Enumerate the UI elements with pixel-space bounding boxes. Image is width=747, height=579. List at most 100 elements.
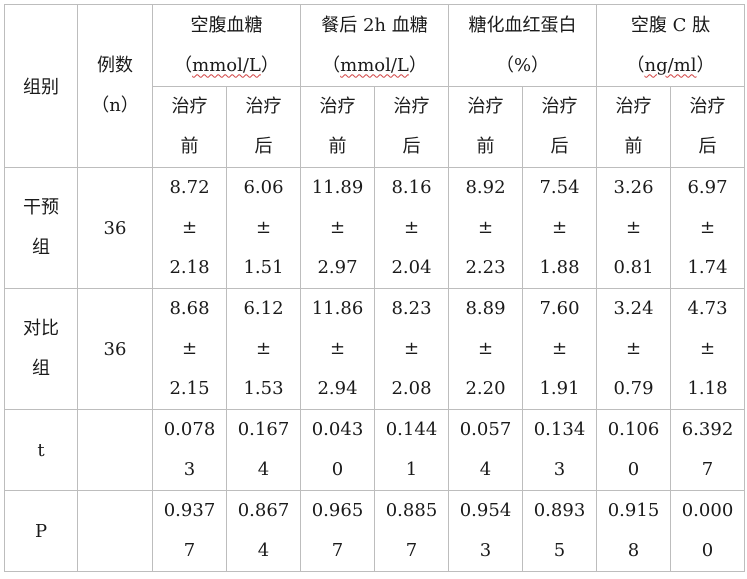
phase-before-header: 治疗前 (152, 86, 227, 168)
cell-line: 3 (553, 459, 566, 480)
stat-label: P (4, 490, 78, 572)
stat-cell: 0.057 4 (448, 409, 523, 491)
value-cell: 3.24 ±0.79 (596, 288, 671, 410)
count-unit: （n） (91, 95, 139, 116)
cell-line: 4 (257, 540, 270, 561)
cell-line: 8.72 (169, 177, 210, 198)
cell-line: 2.97 (317, 257, 358, 278)
cell-line: 6.12 (243, 298, 284, 319)
table-body: 组别 例数 （n） 空腹血糖 （mmol/L） 餐后 2h 血糖 （mmol/L） 糖化血红蛋… (4, 4, 745, 572)
cell-line: ± (625, 338, 642, 359)
unit-text: mmol/L (340, 54, 409, 76)
unit-text: mmol/L (192, 54, 261, 76)
cell-line: 8.68 (169, 298, 210, 319)
cell-line: 治疗 (541, 96, 578, 117)
value-cell: 6.97 ±1.74 (670, 167, 745, 289)
cell-line: 0.893 (533, 500, 586, 521)
unit-paren: （ (495, 54, 514, 76)
cell-line: 0.954 (459, 500, 512, 521)
cell-line: 对比 (23, 318, 59, 339)
metric-unit: （mmol/L） (301, 46, 448, 86)
phase-after-header: 治疗后 (522, 86, 597, 168)
cell-line: 前 (180, 136, 199, 157)
count-label: 例数 (97, 55, 133, 76)
cell-line: 1.74 (687, 257, 728, 278)
value-cell: 3.26 ±0.81 (596, 167, 671, 289)
cell-line: 后 (550, 136, 569, 157)
cell-line: 后 (402, 136, 421, 157)
group-label: 干预组 (4, 167, 78, 289)
table-row: 对比组 36 8.68 ±2.15 6.12 ±1.53 11.86 ±2.94 8.23 ±2.… (4, 288, 745, 410)
unit-paren: ） (260, 54, 279, 76)
cell-line: ± (551, 217, 568, 238)
stat-cell: 6.392 7 (670, 409, 745, 491)
cell-line: 11.89 (311, 177, 364, 198)
phase-after-header: 治疗后 (226, 86, 301, 168)
cell-line: 1.51 (243, 257, 284, 278)
empty-cell (77, 409, 153, 491)
value-cell: 8.89 ±2.20 (448, 288, 523, 410)
metric-unit: （ng/ml） (597, 46, 744, 86)
value-cell: 7.60 ±1.91 (522, 288, 597, 410)
cell-line: 0.79 (613, 378, 654, 399)
cell-line: 0.915 (607, 500, 660, 521)
cell-line: 7.54 (539, 177, 580, 198)
stat-row: P 0.937 7 0.867 4 0.965 7 0.885 7 0.954 3 0.893 5 0.9… (4, 490, 745, 572)
value-cell: 6.12 ±1.53 (226, 288, 301, 410)
cell-line: 6.392 (681, 419, 734, 440)
cell-line: 2.15 (169, 378, 210, 399)
cell-line: ± (329, 338, 346, 359)
cell-line: 4 (479, 459, 492, 480)
unit-paren: ） (531, 54, 550, 76)
empty-cell (77, 490, 153, 572)
table-row: 干预组 36 8.72 ±2.18 6.06 ±1.51 11.89 ±2.97 8.16 ±2.… (4, 167, 745, 289)
metric-name: 餐后 2h 血糖 (321, 14, 428, 36)
cell-line: 0.885 (385, 500, 438, 521)
stat-cell: 0.078 3 (152, 409, 227, 491)
cell-line: 6.97 (687, 177, 728, 198)
value-cell: 11.86 ±2.94 (300, 288, 375, 410)
cell-line: 8.16 (391, 177, 432, 198)
unit-paren: （ (322, 54, 341, 76)
cell-line: 7.60 (539, 298, 580, 319)
stat-cell: 0.000 0 (670, 490, 745, 572)
metric-unit: （%） (449, 46, 596, 86)
value-cell: 11.89 ±2.97 (300, 167, 375, 289)
phase-before-header: 治疗前 (300, 86, 375, 168)
stat-label: t (4, 409, 78, 491)
cell-line: 3 (183, 459, 196, 480)
stat-cell: 0.965 7 (300, 490, 375, 572)
metric-header: 餐后 2h 血糖 （mmol/L） (300, 4, 449, 87)
cell-line: 治疗 (319, 96, 356, 117)
cell-line: 0.078 (163, 419, 216, 440)
cell-line: 2.08 (391, 378, 432, 399)
metric-header: 空腹 C 肽 （ng/ml） (596, 4, 745, 87)
stat-cell: 0.915 8 (596, 490, 671, 572)
data-table: 组别 例数 （n） 空腹血糖 （mmol/L） 餐后 2h 血糖 （mmol/L） 糖化血红蛋… (4, 4, 745, 572)
group-header: 组别 (4, 4, 78, 168)
cell-line: 0 (331, 459, 344, 480)
cell-line: 11.86 (311, 298, 364, 319)
metric-header: 空腹血糖 （mmol/L） (152, 4, 301, 87)
cell-line: 治疗 (615, 96, 652, 117)
cell-line: ± (699, 217, 716, 238)
stat-cell: 0.043 0 (300, 409, 375, 491)
cell-line: 2.20 (465, 378, 506, 399)
cell-line: 2.18 (169, 257, 210, 278)
cell-line: 0.134 (533, 419, 586, 440)
cell-line: 4 (257, 459, 270, 480)
value-cell: 8.72 ±2.18 (152, 167, 227, 289)
metric-unit: （mmol/L） (153, 46, 300, 86)
value-cell: 6.06 ±1.51 (226, 167, 301, 289)
value-cell: 8.92 ±2.23 (448, 167, 523, 289)
cell-line: 3.26 (613, 177, 654, 198)
cell-line: 0.043 (311, 419, 364, 440)
metric-header: 糖化血红蛋白 （%） (448, 4, 597, 87)
cell-line: ± (551, 338, 568, 359)
cell-line: ± (329, 217, 346, 238)
stat-cell: 0.144 1 (374, 409, 449, 491)
cell-line: 4.73 (687, 298, 728, 319)
cell-line: 治疗 (245, 96, 282, 117)
group-count: 36 (77, 288, 153, 410)
cell-line: 1.18 (687, 378, 728, 399)
